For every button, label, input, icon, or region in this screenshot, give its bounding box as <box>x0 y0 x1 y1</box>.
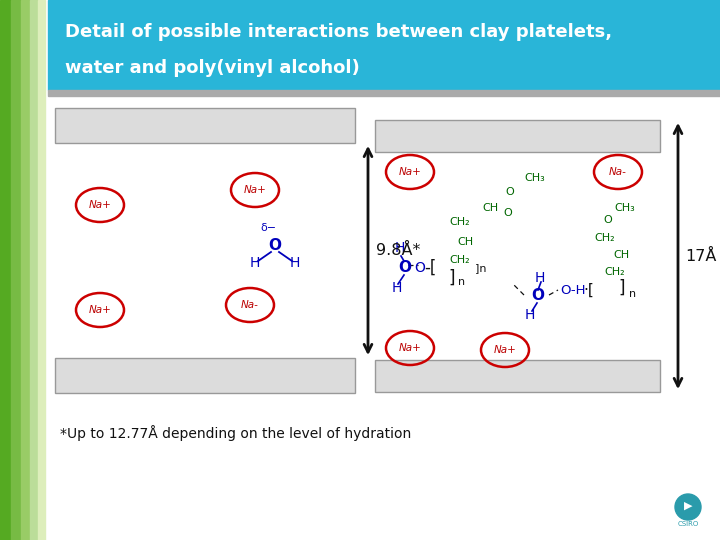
Text: Na+: Na+ <box>89 305 112 315</box>
Text: CH: CH <box>482 203 498 213</box>
Text: H: H <box>290 256 300 270</box>
Text: CSIRO: CSIRO <box>678 521 698 527</box>
Bar <box>21 0 30 540</box>
Text: H: H <box>395 241 405 255</box>
Text: 9.8Å*: 9.8Å* <box>376 242 420 258</box>
Ellipse shape <box>675 494 701 520</box>
Text: H: H <box>525 308 535 322</box>
Text: Na+: Na+ <box>399 167 421 177</box>
Text: water and poly(vinyl alcohol): water and poly(vinyl alcohol) <box>65 59 360 77</box>
Text: Na+: Na+ <box>399 343 421 353</box>
Bar <box>375 120 660 152</box>
Text: Detail of possible interactions between clay platelets,: Detail of possible interactions between … <box>65 23 612 41</box>
Bar <box>30 0 38 540</box>
Text: O: O <box>531 288 544 303</box>
Text: CH₂: CH₂ <box>450 255 470 265</box>
Text: O-H: O-H <box>560 284 585 296</box>
Text: O: O <box>503 208 513 218</box>
Text: Na+: Na+ <box>494 345 516 355</box>
Text: Na+: Na+ <box>89 200 112 210</box>
Text: n: n <box>629 289 636 299</box>
Text: O: O <box>415 261 426 275</box>
Text: ]: ] <box>618 279 625 297</box>
Text: ]: ] <box>449 269 455 287</box>
Text: H: H <box>250 256 260 270</box>
Text: O: O <box>603 215 613 225</box>
Text: CH: CH <box>613 250 629 260</box>
Text: O: O <box>269 239 282 253</box>
Text: CH₂: CH₂ <box>450 217 470 227</box>
Text: δ−: δ− <box>260 223 276 233</box>
Text: 17Å: 17Å <box>685 248 716 264</box>
Bar <box>55 108 355 143</box>
Text: -[: -[ <box>424 259 436 277</box>
Bar <box>48 0 720 90</box>
Bar <box>38 0 45 540</box>
Text: CH: CH <box>457 237 473 247</box>
Text: ]n: ]n <box>468 263 487 273</box>
Text: O: O <box>398 260 412 275</box>
Text: CH₃: CH₃ <box>525 173 545 183</box>
Text: H: H <box>392 281 402 295</box>
Text: H: H <box>535 271 545 285</box>
Bar <box>11 0 21 540</box>
Text: CH₂: CH₂ <box>605 267 625 277</box>
Text: ▶: ▶ <box>684 501 692 511</box>
Bar <box>0 0 11 540</box>
Text: n: n <box>459 277 466 287</box>
Text: CH₃: CH₃ <box>615 203 635 213</box>
Bar <box>55 358 355 393</box>
Text: Na-: Na- <box>609 167 627 177</box>
Bar <box>375 360 660 392</box>
Text: ·[: ·[ <box>583 282 594 298</box>
Text: *Up to 12.77Å depending on the level of hydration: *Up to 12.77Å depending on the level of … <box>60 425 411 441</box>
Text: O: O <box>505 187 514 197</box>
Text: Na-: Na- <box>241 300 259 310</box>
Text: Na+: Na+ <box>243 185 266 195</box>
Text: CH₂: CH₂ <box>595 233 616 243</box>
Bar <box>48 90 720 96</box>
